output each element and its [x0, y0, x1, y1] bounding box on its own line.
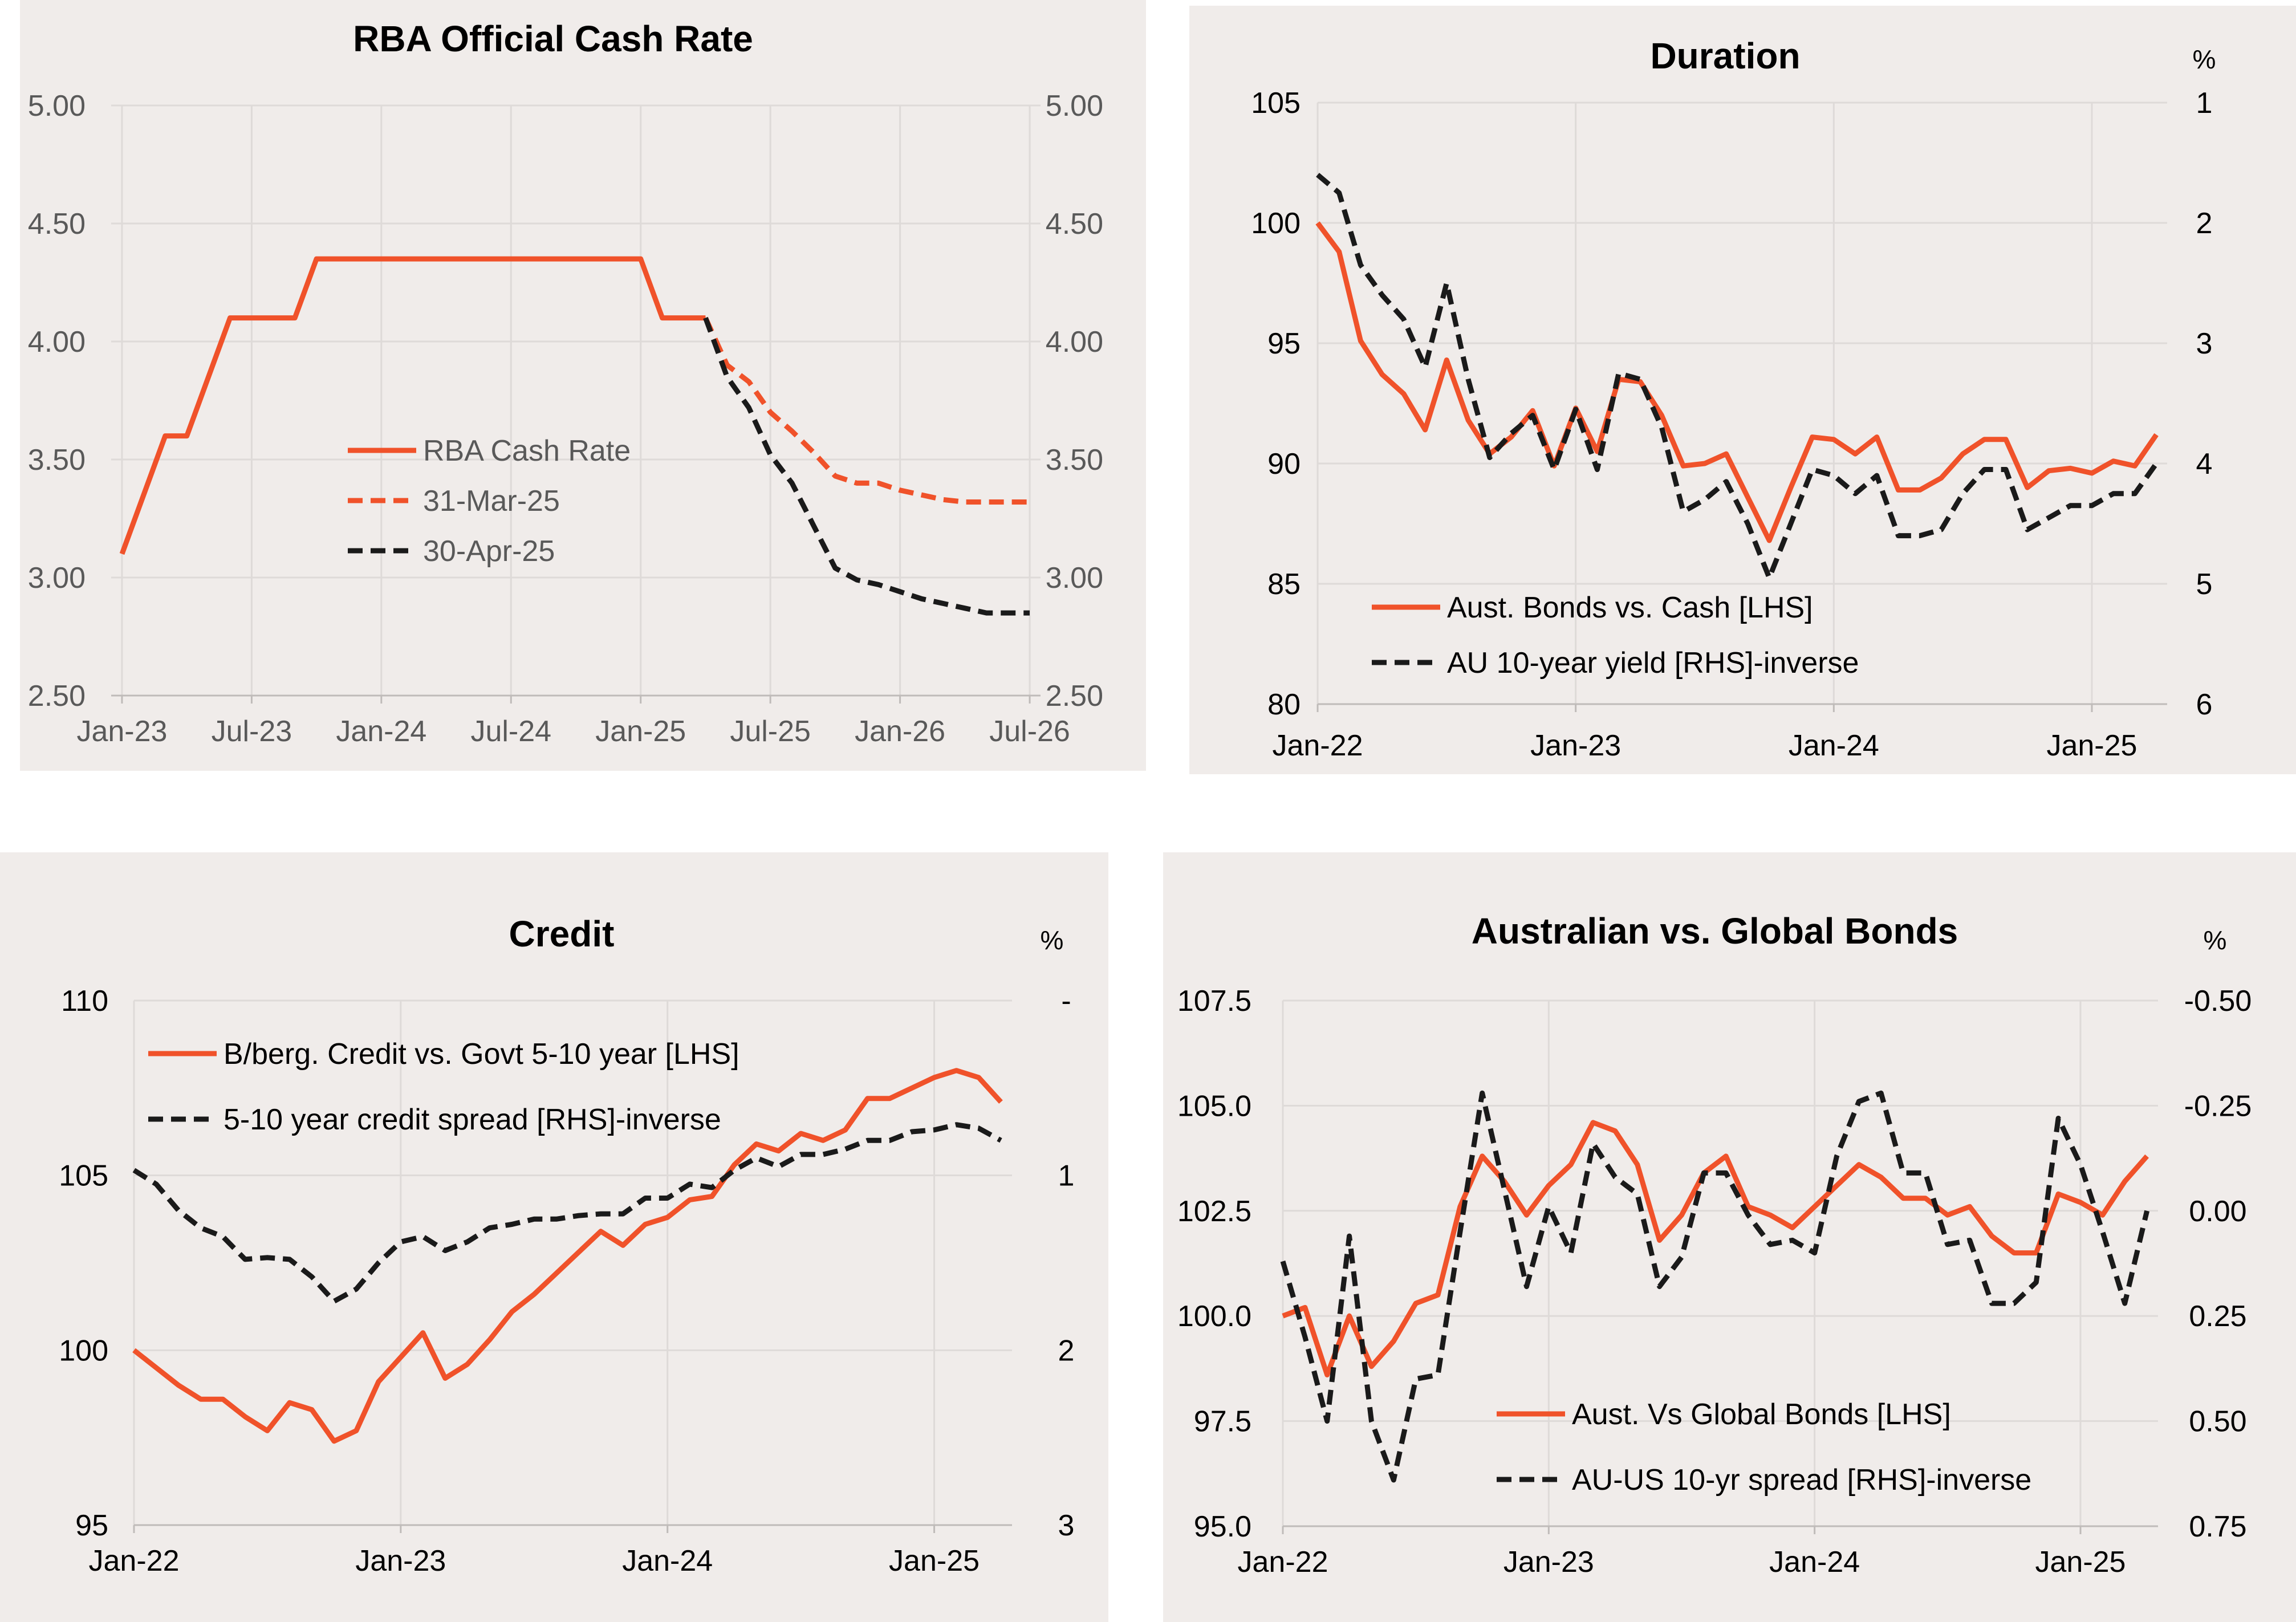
x-axis-tick-label: Jan-25: [889, 1544, 980, 1578]
x-axis-tick-label: Jan-25: [595, 715, 686, 748]
y-axis-tick-label: 95: [1267, 327, 1301, 360]
y-axis-tick-label: 105.0: [1177, 1090, 1251, 1123]
chart-title: Duration: [1650, 35, 1800, 76]
chart-panel-aus-vs-global-bonds: Australian vs. Global Bonds% 95.0 97.5 100.…: [1163, 852, 2296, 1622]
y-axis-tick-label: 85: [1267, 568, 1301, 601]
legend-entry-label: AU 10-year yield [RHS]-inverse: [1447, 647, 1859, 680]
x-axis-tick-label: Jan-22: [89, 1544, 180, 1578]
y2-axis-tick-label: 4: [2196, 448, 2213, 481]
legend-entry-label: 30-Apr-25: [423, 535, 555, 568]
y-axis-tick-label: 4.50: [28, 208, 86, 241]
y-axis-tick-label: 2.50: [28, 680, 86, 713]
y-axis-tick-label: 95: [75, 1509, 108, 1542]
y2-axis-tick-label: 5: [2196, 568, 2213, 601]
y-axis-tick-label: 3.00: [28, 562, 86, 595]
x-axis-tick-label: Jul-24: [470, 715, 551, 748]
y2-axis-tick-label: 3.00: [1046, 562, 1103, 595]
y2-axis-tick-label: -0.50: [2184, 985, 2252, 1018]
chart-title: Australian vs. Global Bonds: [1472, 910, 1958, 952]
series-line-2: [132, 1122, 1002, 1304]
y-axis-tick-label: 105: [1251, 87, 1301, 120]
x-axis-tick-label: Jan-24: [1769, 1546, 1860, 1579]
y-axis-tick-label: 100: [1251, 207, 1301, 240]
x-axis-tick-label: Jan-24: [1789, 729, 1879, 762]
chart-panel-rba-cash-rate: RBA Official Cash Rate 2.50 3.00 3.50 4.00 4.…: [20, 0, 1146, 771]
legend-entry-label: Aust. Vs Global Bonds [LHS]: [1572, 1398, 1951, 1431]
y2-axis-tick-label: 3: [1058, 1509, 1075, 1542]
right-axis-unit-label: %: [2193, 44, 2216, 74]
y2-axis-tick-label: 3.50: [1046, 444, 1103, 477]
x-axis-tick-label: Jan-25: [2046, 729, 2137, 762]
y-axis-tick-label: 3.50: [28, 444, 86, 477]
y-axis-tick-label: 97.5: [1194, 1405, 1251, 1438]
y2-axis-tick-label: 0.00: [2189, 1195, 2246, 1228]
chart-panel-duration: Duration% 80 85 90 95 100 105 6 5 4 3 2 1 Jan-22 Jan-2…: [1189, 6, 2296, 774]
y2-axis-tick-label: 2: [2196, 207, 2213, 240]
series-line-3: [703, 317, 1030, 616]
x-axis-tick-label: Jan-22: [1238, 1546, 1328, 1579]
x-axis-tick-label: Jul-23: [212, 715, 292, 748]
y2-axis-tick-label: 0.25: [2189, 1300, 2246, 1333]
chart-panel-credit: Credit% 95 100 105 110 3 2 1 - Jan-22 Jan-23 Jan-24…: [0, 852, 1108, 1622]
series-line-1: [119, 256, 706, 555]
x-axis-tick-label: Jan-23: [76, 715, 167, 748]
y2-axis-tick-label: -0.25: [2184, 1090, 2252, 1123]
legend-entry-label: AU-US 10-yr spread [RHS]-inverse: [1572, 1464, 2031, 1497]
y2-axis-tick-label: 1: [2196, 87, 2213, 120]
y2-axis-tick-label: -: [1061, 985, 1071, 1018]
legend-entry-label: RBA Cash Rate: [423, 434, 631, 468]
y-axis-tick-label: 80: [1267, 688, 1301, 721]
series-line-1: [132, 1068, 1003, 1444]
chart-rba-cash-rate: RBA Official Cash Rate 2.50 3.00 3.50 4.00 4.…: [28, 18, 1103, 748]
series-line-2: [1316, 173, 2159, 580]
x-axis-tick-label: Jan-25: [2035, 1546, 2126, 1579]
y-axis-tick-label: 100.0: [1177, 1300, 1251, 1333]
series-line-1: [1282, 1120, 2149, 1377]
y2-axis-tick-label: 3: [2196, 327, 2213, 360]
y-axis-tick-label: 4.00: [28, 326, 86, 359]
series-line-1: [1315, 221, 2159, 543]
y-axis-tick-label: 90: [1267, 448, 1301, 481]
legend-entry-label: Aust. Bonds vs. Cash [LHS]: [1447, 591, 1813, 624]
y-axis-tick-label: 110: [61, 985, 108, 1018]
y2-axis-tick-label: 4.00: [1046, 326, 1103, 359]
chart-credit: Credit % 95 100 105 110 3 2 1 - Jan-22 Jan-23 Jan-24…: [59, 913, 1075, 1578]
y-axis-tick-label: 105: [59, 1160, 108, 1193]
x-axis-tick-label: Jan-23: [1503, 1546, 1594, 1579]
y2-axis-tick-label: 0.75: [2189, 1510, 2246, 1543]
x-axis-tick-label: Jan-23: [1530, 729, 1621, 762]
right-axis-unit-label: %: [2204, 925, 2227, 955]
chart-title: Credit: [509, 913, 615, 954]
legend-entry-label: B/berg. Credit vs. Govt 5-10 year [LHS]: [223, 1038, 739, 1071]
y2-axis-tick-label: 2.50: [1046, 680, 1103, 713]
y-axis-tick-label: 100: [59, 1334, 108, 1367]
y-axis-tick-label: 102.5: [1177, 1195, 1251, 1228]
series-line-2: [703, 316, 1030, 505]
x-axis-tick-label: Jan-23: [355, 1544, 446, 1578]
legend-entry-label: 31-Mar-25: [423, 485, 560, 518]
x-axis-tick-label: Jan-24: [622, 1544, 713, 1578]
x-axis-tick-label: Jan-26: [855, 715, 945, 748]
chart-duration: Duration % 80 85 90 95 100 105 6 5 4 3 2 1 Jan-22 Jan-2…: [1251, 35, 2216, 762]
y2-axis-tick-label: 0.50: [2189, 1405, 2246, 1438]
legend-entry-label: 5-10 year credit spread [RHS]-inverse: [223, 1103, 721, 1136]
y2-axis-tick-label: 2: [1058, 1334, 1075, 1367]
x-axis-tick-label: Jan-24: [336, 715, 426, 748]
chart-title: RBA Official Cash Rate: [353, 18, 753, 59]
y2-axis-tick-label: 5.00: [1046, 90, 1103, 123]
x-axis-tick-label: Jan-22: [1273, 729, 1363, 762]
y-axis-tick-label: 5.00: [28, 90, 86, 123]
chart-aus-vs-global-bonds: Australian vs. Global Bonds % 95.0 97.5 100.…: [1177, 910, 2252, 1579]
y2-axis-tick-label: 1: [1058, 1160, 1075, 1193]
x-axis-tick-label: Jul-25: [730, 715, 811, 748]
y-axis-tick-label: 95.0: [1194, 1510, 1251, 1543]
y2-axis-tick-label: 6: [2196, 688, 2213, 721]
x-axis-tick-label: Jul-26: [989, 715, 1070, 748]
y-axis-tick-label: 107.5: [1177, 985, 1251, 1018]
right-axis-unit-label: %: [1041, 925, 1064, 955]
y2-axis-tick-label: 4.50: [1046, 208, 1103, 241]
series-line-2: [1280, 1090, 2149, 1483]
